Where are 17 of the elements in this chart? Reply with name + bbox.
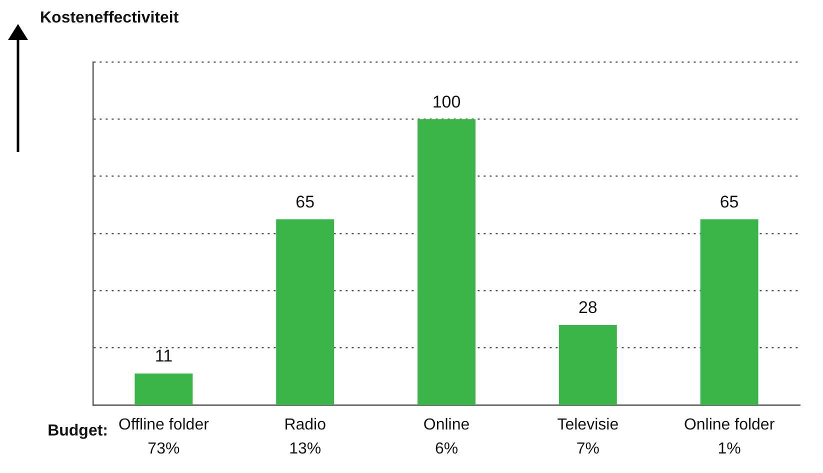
- bar: [134, 374, 193, 405]
- data-label: 65: [296, 192, 315, 212]
- bar: [276, 219, 334, 405]
- data-label: 28: [578, 298, 598, 318]
- x-tick-label: Offline folder 73%: [118, 416, 210, 458]
- bar: [418, 119, 476, 405]
- x-tick-label: Online folder 1%: [684, 416, 776, 458]
- y-axis-title: Kosteneffectiviteit: [40, 9, 180, 26]
- data-label: 100: [432, 92, 461, 112]
- text: Budget:: [48, 422, 108, 440]
- x-tick-label: Online 6%: [423, 416, 470, 458]
- bar: [558, 324, 617, 405]
- x-tick-label: Televisie 7%: [557, 416, 619, 458]
- bar: [700, 219, 758, 405]
- x-tick-label: Radio 13%: [284, 416, 326, 458]
- data-label: 11: [154, 346, 173, 366]
- data-label: 65: [720, 192, 739, 212]
